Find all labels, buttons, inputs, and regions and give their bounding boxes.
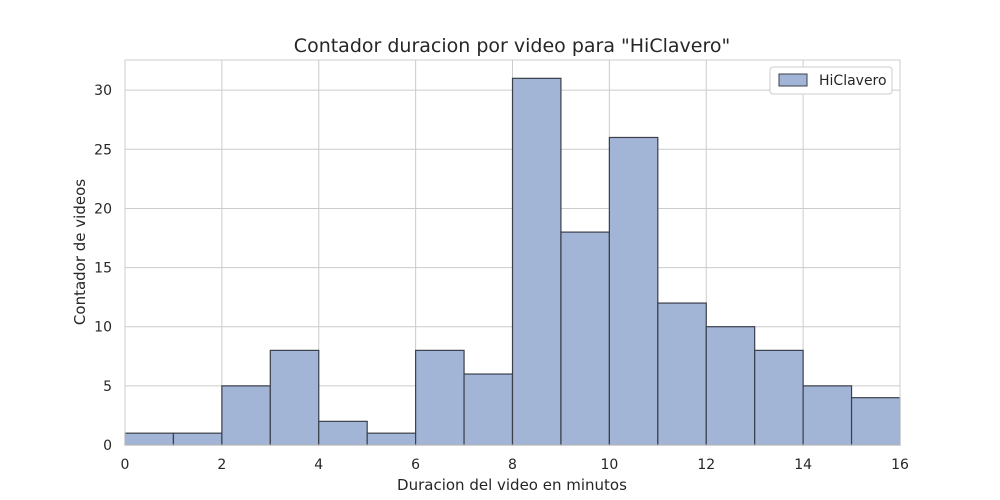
bar-11 [657, 302, 707, 446]
x-tick-label-0: 0 [121, 457, 130, 473]
bar-5 [366, 432, 417, 446]
y-tick-label-4: 20 [94, 201, 112, 217]
y-tick-label-6: 30 [94, 83, 112, 99]
plot-frame [124, 59, 901, 446]
y-tick-label-1: 5 [103, 379, 112, 395]
bar-13 [754, 349, 804, 446]
x-tick-label-3: 6 [411, 457, 420, 473]
x-tick-label-8: 16 [891, 457, 909, 473]
chart-title: Contador duracion por video para "HiClav… [294, 35, 730, 57]
bar-12 [705, 326, 756, 446]
y-tick-labels: 0 5 10 15 20 25 30 [94, 83, 112, 454]
bar-15 [850, 397, 901, 446]
bar-0 [124, 432, 175, 446]
x-axis-label: Duracion del video en minutos [397, 476, 627, 494]
x-tick-label-4: 8 [508, 457, 517, 473]
bar-3 [269, 349, 320, 446]
bars-group [124, 77, 901, 446]
y-axis-label: Contador de videos [71, 179, 89, 325]
x-tick-label-2: 4 [314, 457, 323, 473]
legend-swatch [778, 73, 808, 87]
bar-7 [463, 373, 514, 446]
x-tick-label-5: 10 [600, 457, 618, 473]
x-tick-label-6: 12 [697, 457, 715, 473]
y-tick-label-5: 25 [94, 142, 112, 158]
x-tick-label-1: 2 [217, 457, 226, 473]
x-tick-labels: 0 2 4 6 8 10 12 14 16 [121, 457, 909, 473]
bar-9 [560, 231, 610, 446]
legend: HiClavero [769, 66, 893, 95]
bar-1 [172, 432, 223, 446]
y-tick-label-2: 10 [94, 320, 112, 336]
y-tick-label-0: 0 [103, 438, 112, 454]
legend-label: HiClavero [819, 73, 887, 89]
bar-14 [802, 385, 853, 446]
bar-4 [318, 420, 368, 446]
y-tick-label-3: 15 [94, 261, 112, 277]
bar-10 [608, 136, 659, 446]
bar-8 [511, 77, 562, 446]
bar-6 [415, 349, 465, 446]
x-tick-label-7: 14 [794, 457, 812, 473]
bar-2 [221, 385, 271, 446]
